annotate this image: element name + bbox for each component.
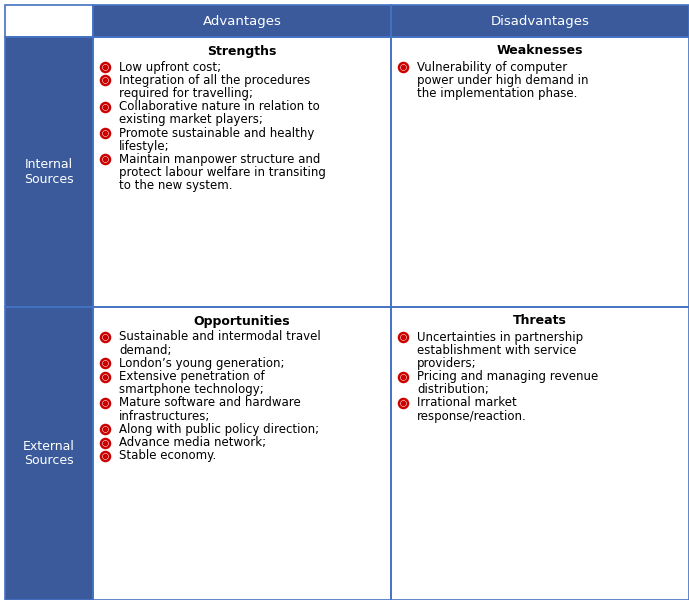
Bar xyxy=(391,307,689,600)
Text: Collaborative nature in relation to: Collaborative nature in relation to xyxy=(119,100,320,113)
Text: Threats: Threats xyxy=(513,314,567,328)
Text: distribution;: distribution; xyxy=(417,383,489,396)
Text: to the new system.: to the new system. xyxy=(119,179,232,192)
Text: London’s young generation;: London’s young generation; xyxy=(119,357,285,370)
Text: Low upfront cost;: Low upfront cost; xyxy=(119,61,221,73)
Bar xyxy=(93,307,391,600)
Text: smartphone technology;: smartphone technology; xyxy=(119,383,264,396)
Bar xyxy=(5,307,93,600)
Text: Strengths: Strengths xyxy=(207,44,277,58)
Text: Internal
Sources: Internal Sources xyxy=(24,158,74,186)
Text: protect labour welfare in transiting: protect labour welfare in transiting xyxy=(119,166,326,179)
Text: Maintain manpower structure and: Maintain manpower structure and xyxy=(119,153,320,166)
Text: Integration of all the procedures: Integration of all the procedures xyxy=(119,74,310,87)
Text: response/reaction.: response/reaction. xyxy=(417,410,527,422)
Text: Mature software and hardware: Mature software and hardware xyxy=(119,397,301,409)
Text: Advance media network;: Advance media network; xyxy=(119,436,266,449)
Bar xyxy=(391,5,689,37)
Text: infrastructures;: infrastructures; xyxy=(119,410,210,422)
Text: Along with public policy direction;: Along with public policy direction; xyxy=(119,423,319,436)
Text: providers;: providers; xyxy=(417,357,477,370)
Bar xyxy=(93,5,391,37)
Bar xyxy=(5,37,93,307)
Text: required for travelling;: required for travelling; xyxy=(119,87,253,100)
Text: Advantages: Advantages xyxy=(203,14,281,28)
Bar xyxy=(5,5,93,37)
Text: Stable economy.: Stable economy. xyxy=(119,449,216,462)
Bar xyxy=(5,37,93,307)
Bar xyxy=(5,307,93,600)
Bar xyxy=(93,307,391,600)
Text: existing market players;: existing market players; xyxy=(119,113,263,127)
Bar xyxy=(391,5,689,37)
Text: Uncertainties in partnership: Uncertainties in partnership xyxy=(417,331,583,343)
Text: Opportunities: Opportunities xyxy=(194,314,290,328)
Bar xyxy=(93,37,391,307)
Text: Vulnerability of computer: Vulnerability of computer xyxy=(417,61,567,73)
Text: the implementation phase.: the implementation phase. xyxy=(417,87,577,100)
Bar xyxy=(391,37,689,307)
Text: External
Sources: External Sources xyxy=(23,439,75,467)
Text: demand;: demand; xyxy=(119,344,172,356)
Text: Weaknesses: Weaknesses xyxy=(497,44,584,58)
Text: power under high demand in: power under high demand in xyxy=(417,74,588,87)
Text: Pricing and managing revenue: Pricing and managing revenue xyxy=(417,370,598,383)
Text: Extensive penetration of: Extensive penetration of xyxy=(119,370,265,383)
Bar xyxy=(93,5,391,37)
Text: establishment with service: establishment with service xyxy=(417,344,577,356)
Bar xyxy=(93,37,391,307)
Bar xyxy=(5,5,93,37)
Text: Sustainable and intermodal travel: Sustainable and intermodal travel xyxy=(119,331,321,343)
Bar xyxy=(391,37,689,307)
Text: Disadvantages: Disadvantages xyxy=(491,14,589,28)
Bar xyxy=(391,307,689,600)
Text: Promote sustainable and healthy: Promote sustainable and healthy xyxy=(119,127,314,139)
Text: lifestyle;: lifestyle; xyxy=(119,140,169,152)
Text: Irrational market: Irrational market xyxy=(417,397,517,409)
